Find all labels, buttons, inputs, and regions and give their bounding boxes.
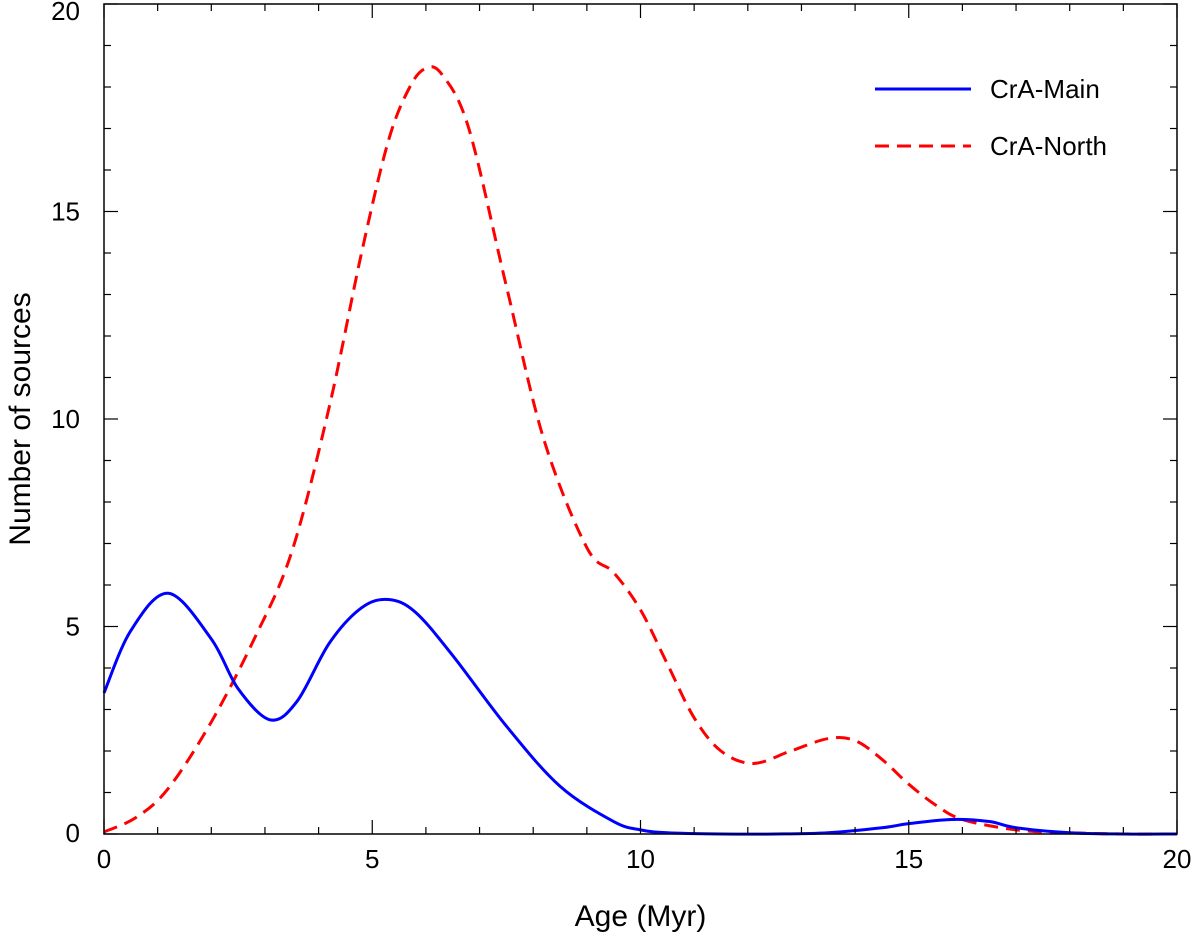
x-tick-label: 5	[365, 844, 379, 874]
y-tick-label: 0	[66, 818, 80, 848]
x-tick-label: 20	[1163, 844, 1192, 874]
y-tick-label: 15	[51, 197, 80, 227]
x-axis-label: Age (Myr)	[575, 900, 707, 933]
series-line-cra-north	[103, 65, 1178, 836]
y-tick-label: 10	[51, 404, 80, 434]
series-line-cra-main	[102, 591, 1178, 836]
x-tick-label: 10	[626, 844, 655, 874]
plot-content	[102, 65, 1178, 836]
tick-labels: 0 5 10 15 20 0 5 10 15 20	[51, 0, 1191, 874]
legend-label: CrA-Main	[990, 74, 1100, 104]
legend-label: CrA-North	[990, 131, 1107, 161]
plot-frame	[103, 3, 1178, 835]
axis-ticks	[103, 3, 1178, 835]
x-tick-label: 15	[894, 844, 923, 874]
y-axis-label: Number of sources	[4, 292, 37, 545]
y-tick-label: 5	[66, 612, 80, 642]
legend: CrA-Main CrA-North	[875, 74, 1107, 161]
y-tick-label: 20	[51, 0, 80, 26]
x-tick-label: 0	[97, 844, 111, 874]
